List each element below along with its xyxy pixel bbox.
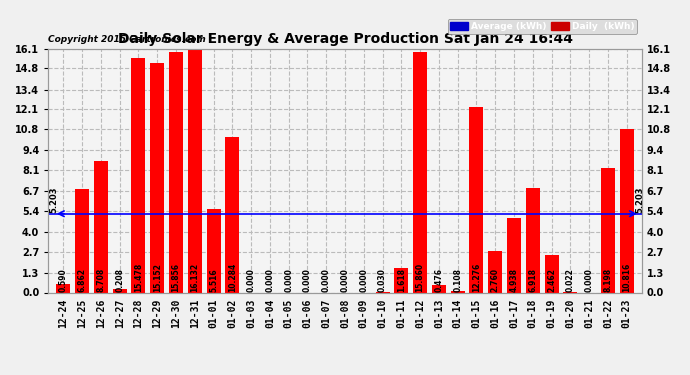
Bar: [544, 255, 559, 292]
Bar: [413, 53, 427, 292]
Bar: [451, 291, 464, 292]
Text: 0.022: 0.022: [566, 268, 575, 292]
Text: 6.862: 6.862: [77, 268, 87, 292]
Bar: [394, 268, 408, 292]
Bar: [169, 53, 183, 292]
Bar: [94, 160, 108, 292]
Bar: [131, 58, 146, 292]
Bar: [226, 137, 239, 292]
Text: 0.208: 0.208: [115, 268, 124, 292]
Bar: [507, 218, 521, 292]
Bar: [150, 63, 164, 292]
Text: 0.000: 0.000: [322, 268, 331, 292]
Text: 1.618: 1.618: [397, 268, 406, 292]
Text: 8.708: 8.708: [97, 268, 106, 292]
Text: 0.000: 0.000: [359, 268, 368, 292]
Bar: [601, 168, 615, 292]
Text: 0.108: 0.108: [453, 268, 462, 292]
Text: 0.000: 0.000: [284, 268, 293, 292]
Text: 0.000: 0.000: [340, 268, 350, 292]
Text: 5.203: 5.203: [635, 186, 644, 213]
Text: 5.516: 5.516: [209, 268, 218, 292]
Text: 0.000: 0.000: [246, 268, 255, 292]
Text: 15.856: 15.856: [172, 263, 181, 292]
Text: 8.198: 8.198: [603, 268, 613, 292]
Bar: [489, 251, 502, 292]
Bar: [112, 290, 127, 292]
Bar: [206, 209, 221, 292]
Bar: [75, 189, 89, 292]
Bar: [432, 285, 446, 292]
Text: 10.284: 10.284: [228, 263, 237, 292]
Bar: [188, 48, 201, 292]
Text: 4.938: 4.938: [509, 268, 518, 292]
Legend: Average (kWh), Daily  (kWh): Average (kWh), Daily (kWh): [448, 19, 637, 34]
Text: 15.152: 15.152: [152, 263, 161, 292]
Bar: [620, 129, 633, 292]
Text: 5.203: 5.203: [50, 186, 59, 213]
Text: Copyright 2015 Cartronics.com: Copyright 2015 Cartronics.com: [48, 35, 206, 44]
Text: 16.132: 16.132: [190, 263, 199, 292]
Text: 12.276: 12.276: [472, 263, 481, 292]
Text: 10.816: 10.816: [622, 263, 631, 292]
Text: 0.030: 0.030: [378, 268, 387, 292]
Text: 0.000: 0.000: [303, 268, 312, 292]
Text: 15.860: 15.860: [415, 263, 424, 292]
Text: 0.590: 0.590: [59, 268, 68, 292]
Text: 0.000: 0.000: [584, 268, 593, 292]
Text: 15.478: 15.478: [134, 263, 143, 292]
Bar: [57, 284, 70, 292]
Text: 2.760: 2.760: [491, 268, 500, 292]
Bar: [469, 106, 484, 292]
Text: 0.000: 0.000: [266, 268, 275, 292]
Bar: [526, 188, 540, 292]
Title: Daily Solar Energy & Average Production Sat Jan 24 16:44: Daily Solar Energy & Average Production …: [117, 32, 573, 46]
Text: 0.476: 0.476: [435, 268, 444, 292]
Text: 2.462: 2.462: [547, 268, 556, 292]
Text: 6.918: 6.918: [529, 268, 538, 292]
